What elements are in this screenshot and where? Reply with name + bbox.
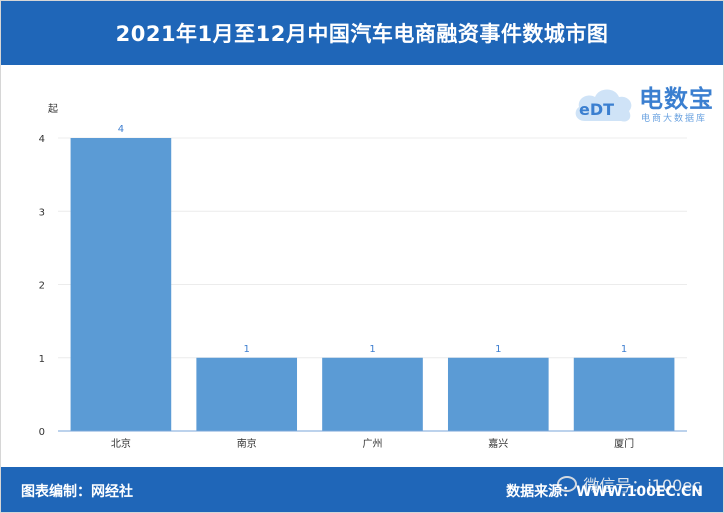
data-source: 数据来源：WWW.100EC.CN [506, 484, 703, 500]
bar-广州 [322, 357, 423, 431]
x-axis-ticks: 北京 南京 广州 嘉兴 厦门 [111, 437, 634, 450]
data-label: 1 [369, 344, 375, 355]
x-tick-label: 北京 [111, 437, 131, 450]
x-tick-label: 广州 [363, 438, 383, 450]
title-bar: 2021年1月至12月中国汽车电商融资事件数城市图 [1, 1, 723, 65]
wechat-id: 微信号：i100ec [583, 476, 701, 495]
bar-chart: 起 0 1 2 3 4 4 1 1 1 1 北京 南京 广州 嘉兴 厦门 [39, 103, 687, 450]
data-label: 4 [118, 124, 124, 135]
footer-bar: 图表编制：网经社 微信号：i100ec 数据来源：WWW.100EC.CN [1, 467, 723, 512]
logo-name: 电数宝 [639, 85, 714, 113]
wechat-icon [557, 476, 578, 492]
bars [70, 138, 675, 431]
y-axis-unit: 起 [48, 103, 58, 115]
x-tick-label: 南京 [237, 437, 257, 450]
y-tick-label: 3 [39, 207, 45, 218]
y-tick-label: 1 [39, 354, 45, 365]
bar-南京 [196, 357, 298, 431]
wechat-watermark: 微信号：i100ec [557, 472, 701, 496]
data-labels: 4 1 1 1 1 [118, 124, 628, 355]
chart-title: 2021年1月至12月中国汽车电商融资事件数城市图 [115, 22, 609, 46]
y-tick-label: 2 [39, 281, 45, 292]
x-tick-label: 厦门 [614, 437, 634, 450]
y-axis-ticks: 0 1 2 3 4 [39, 134, 45, 438]
data-label: 1 [621, 344, 627, 355]
logo-subtitle: 电商大数据库 [641, 114, 708, 124]
y-tick-label: 4 [39, 134, 45, 145]
bar-北京 [70, 138, 172, 431]
data-label: 1 [244, 344, 250, 355]
logo: eDT 电数宝 电商大数据库 [569, 75, 719, 131]
bar-厦门 [573, 357, 675, 431]
logo-mark: eDT [579, 100, 614, 119]
y-tick-label: 0 [39, 427, 45, 438]
data-label: 1 [495, 344, 501, 355]
cloud-logo-icon: eDT [575, 89, 632, 122]
bar-嘉兴 [447, 357, 549, 431]
editor-credit: 图表编制：网经社 [21, 484, 133, 500]
x-tick-label: 嘉兴 [488, 437, 508, 450]
